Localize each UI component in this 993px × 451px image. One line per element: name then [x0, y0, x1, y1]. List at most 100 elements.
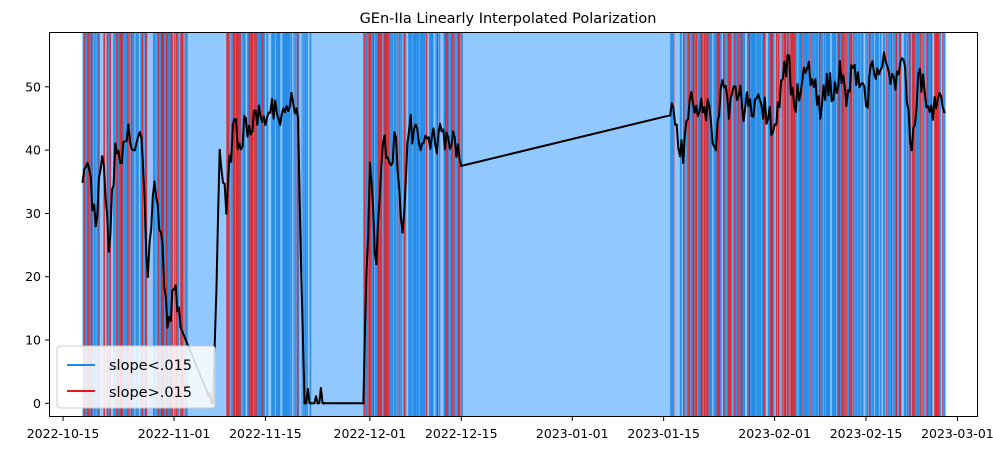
high-slope-band	[718, 33, 721, 416]
data-point	[283, 110, 287, 114]
low-slope-band	[114, 33, 117, 416]
data-point	[309, 402, 313, 405]
low-slope-band	[159, 33, 162, 416]
high-slope-band	[363, 33, 365, 416]
data-point	[760, 104, 763, 108]
low-slope-band	[304, 33, 307, 416]
data-point	[897, 72, 900, 76]
data-point	[107, 250, 111, 253]
data-point	[218, 148, 221, 152]
data-point	[323, 402, 326, 405]
high-slope-band	[886, 33, 888, 416]
data-point	[401, 231, 404, 234]
data-point	[166, 326, 169, 329]
low-slope-band	[266, 33, 269, 416]
high-slope-band	[729, 33, 732, 416]
x-tick-label: 2022-11-01	[138, 426, 211, 441]
high-slope-band	[899, 33, 902, 416]
low-slope-band	[732, 33, 735, 416]
high-slope-band	[793, 33, 796, 416]
data-point	[943, 110, 946, 114]
high-slope-band	[235, 33, 238, 416]
high-slope-band	[253, 33, 255, 416]
high-slope-band	[454, 33, 456, 416]
high-slope-band	[740, 33, 743, 416]
high-slope-band	[173, 33, 175, 416]
low-slope-band	[756, 33, 759, 416]
data-point	[917, 72, 920, 76]
high-slope-band	[227, 33, 230, 416]
data-point	[225, 212, 228, 215]
low-slope-band	[865, 33, 867, 416]
low-slope-band	[739, 33, 742, 416]
high-slope-band	[783, 33, 787, 416]
high-slope-band	[103, 33, 106, 416]
high-slope-band	[381, 33, 383, 416]
data-point	[675, 123, 678, 127]
low-slope-band	[242, 33, 245, 416]
data-point	[179, 326, 182, 329]
y-tick-label: 30	[25, 206, 41, 221]
data-point	[871, 60, 874, 63]
low-slope-band	[903, 33, 906, 416]
low-slope-band	[92, 33, 94, 416]
low-slope-band	[910, 33, 912, 416]
low-slope-band	[243, 33, 246, 416]
high-slope-band	[121, 33, 124, 416]
low-slope-band	[679, 33, 682, 416]
low-slope-band	[389, 33, 391, 416]
high-slope-band	[384, 33, 387, 416]
low-slope-band	[860, 33, 863, 416]
high-slope-band	[162, 33, 165, 416]
data-point	[231, 123, 234, 127]
low-slope-band	[839, 33, 842, 416]
high-slope-band	[119, 33, 122, 416]
low-slope-band	[287, 33, 290, 416]
low-slope-band	[684, 33, 686, 416]
data-point	[394, 136, 398, 139]
low-slope-band	[735, 33, 738, 416]
low-slope-band	[306, 33, 308, 416]
low-slope-band	[795, 33, 798, 416]
low-slope-band	[799, 33, 803, 416]
low-slope-band	[927, 33, 930, 416]
high-slope-band	[852, 33, 854, 416]
high-slope-band	[851, 33, 853, 416]
low-slope-band	[382, 33, 386, 416]
data-point	[825, 72, 829, 76]
data-point	[669, 114, 672, 117]
low-slope-band	[122, 33, 125, 416]
low-slope-band	[129, 33, 131, 416]
high-slope-band	[790, 33, 792, 416]
high-slope-band	[369, 33, 372, 416]
low-slope-band	[164, 33, 167, 416]
low-slope-band	[710, 33, 713, 416]
high-slope-band	[398, 33, 400, 416]
low-slope-band	[275, 33, 279, 416]
low-slope-band	[177, 33, 180, 416]
data-point	[251, 129, 254, 133]
high-slope-band	[908, 33, 911, 416]
low-slope-band	[82, 33, 85, 416]
data-point	[270, 98, 274, 101]
low-slope-band	[438, 33, 441, 416]
high-slope-band	[181, 33, 183, 416]
high-slope-band	[791, 33, 794, 416]
data-point	[819, 117, 822, 120]
low-slope-band	[449, 33, 452, 416]
data-point	[904, 66, 907, 70]
low-slope-band	[812, 33, 815, 416]
legend-box	[56, 345, 216, 409]
data-point	[407, 129, 411, 133]
high-slope-band	[437, 33, 439, 416]
low-slope-band	[803, 33, 805, 416]
legend-label-high-slope: slope>.015	[109, 385, 192, 401]
legend-label-low-slope: slope<.015	[109, 358, 192, 374]
low-slope-band	[272, 33, 276, 416]
high-slope-band	[226, 33, 229, 416]
low-slope-band	[247, 33, 250, 416]
low-slope-band	[443, 33, 446, 416]
high-slope-band	[673, 33, 675, 416]
low-slope-band	[708, 33, 712, 416]
